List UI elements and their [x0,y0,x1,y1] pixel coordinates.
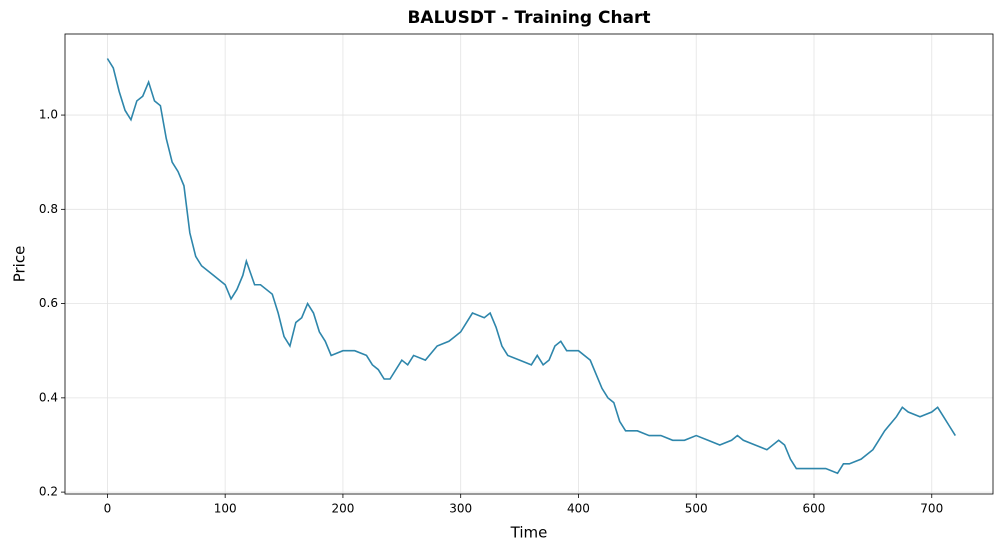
plot-frame [64,33,994,495]
x-tick-label: 0 [104,502,112,516]
y-tick-label: 0.2 [39,485,58,499]
x-tick-label: 200 [331,502,354,516]
y-tick-label: 1.0 [39,108,58,122]
price-line [106,58,956,475]
y-tick-label: 0.4 [39,390,58,404]
y-tick-label: 0.8 [39,202,58,216]
y-tick-label: 0.6 [39,296,58,310]
x-tick-label: 400 [567,502,590,516]
x-tick-label: 300 [449,502,472,516]
x-axis-label: Time [510,524,548,542]
x-tick-label: 100 [214,502,237,516]
x-tick-label: 600 [803,502,826,516]
chart-title: BALUSDT - Training Chart [407,8,650,28]
x-tick-label: 700 [920,502,943,516]
y-axis-label: Price [11,246,29,283]
x-tick-label: 500 [685,502,708,516]
